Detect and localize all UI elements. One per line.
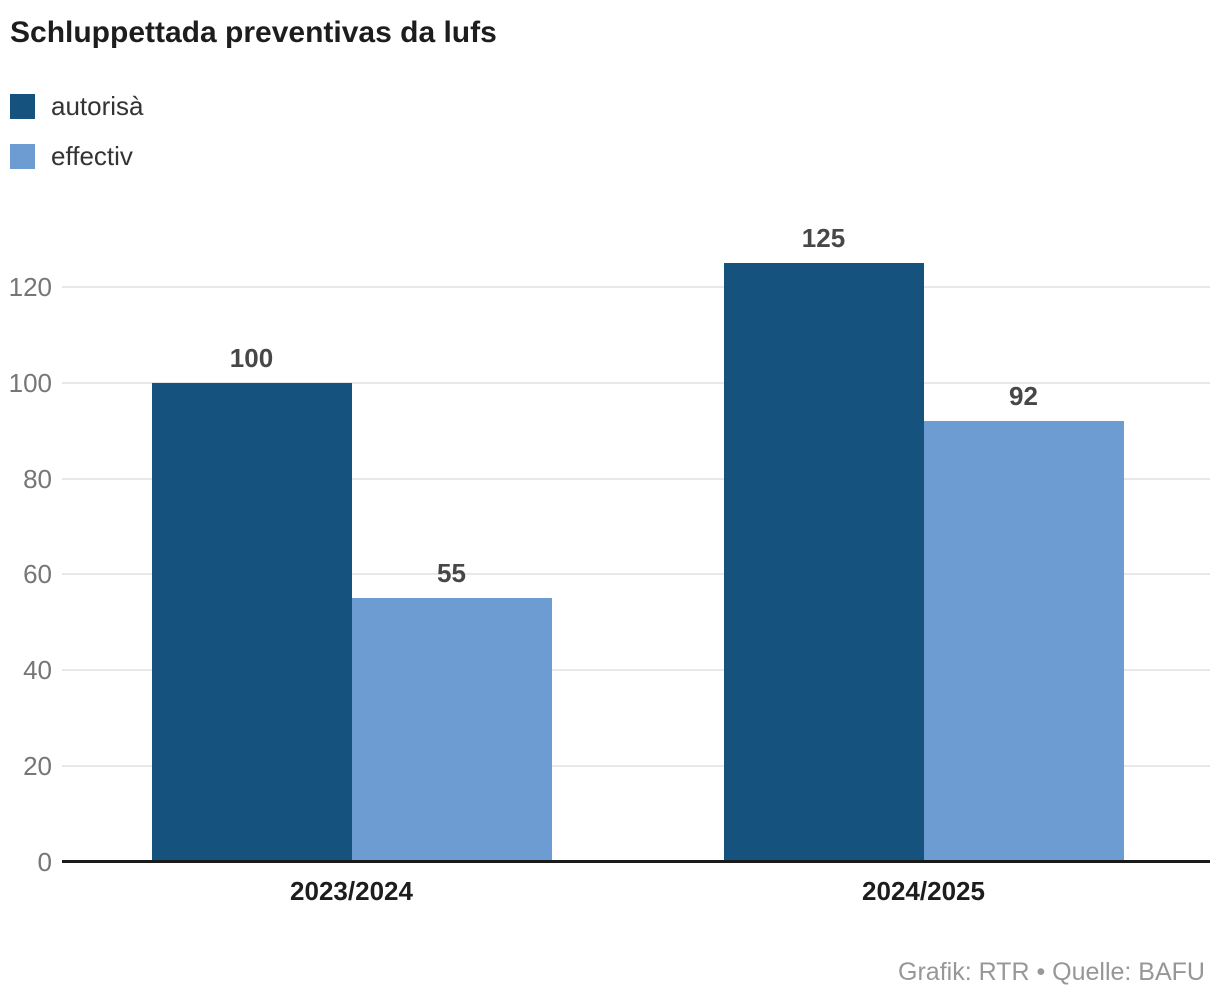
- gridline-120: [62, 285, 1210, 288]
- gridline-20: [62, 765, 1210, 768]
- x-axis-label-2024/2025: 2024/2025: [862, 876, 985, 906]
- legend: autorisà effectiv: [10, 93, 144, 193]
- legend-swatch-effectiv: [10, 143, 35, 169]
- bar-autorisà-2023/2024: [151, 382, 352, 862]
- value-label-autorisà-2024/2025: 125: [801, 223, 846, 254]
- legend-label-effectiv: effectiv: [51, 141, 133, 171]
- y-tick-label-20: 20: [23, 751, 52, 782]
- x-axis-line: [62, 860, 1210, 863]
- legend-label-autorisa: autorisà: [51, 91, 144, 121]
- legend-item-effectiv: effectiv: [10, 143, 144, 169]
- bar-autorisà-2024/2025: [723, 263, 924, 862]
- legend-swatch-autorisa: [10, 93, 35, 119]
- gridline-80: [62, 477, 1210, 480]
- bar-effectiv-2024/2025: [923, 421, 1124, 862]
- y-tick-label-60: 60: [23, 559, 52, 590]
- gridline-100: [62, 381, 1210, 384]
- y-tick-label-80: 80: [23, 463, 52, 494]
- x-axis-label-2023/2024: 2023/2024: [290, 876, 413, 906]
- gridline-60: [62, 573, 1210, 576]
- y-tick-label-120: 120: [8, 271, 52, 302]
- attribution-text: Grafik: RTR • Quelle: BAFU: [898, 958, 1205, 986]
- y-tick-label-0: 0: [37, 847, 52, 877]
- bar-effectiv-2023/2024: [351, 598, 552, 862]
- value-label-effectiv-2024/2025: 92: [1009, 381, 1038, 412]
- chart-title: Schluppettada preventivas da lufs: [10, 16, 497, 49]
- y-tick-label-100: 100: [8, 367, 52, 398]
- value-label-effectiv-2023/2024: 55: [437, 558, 466, 589]
- gridline-40: [62, 669, 1210, 672]
- legend-item-autorisa: autorisà: [10, 93, 144, 119]
- value-label-autorisà-2023/2024: 100: [229, 342, 274, 373]
- y-tick-label-40: 40: [23, 655, 52, 686]
